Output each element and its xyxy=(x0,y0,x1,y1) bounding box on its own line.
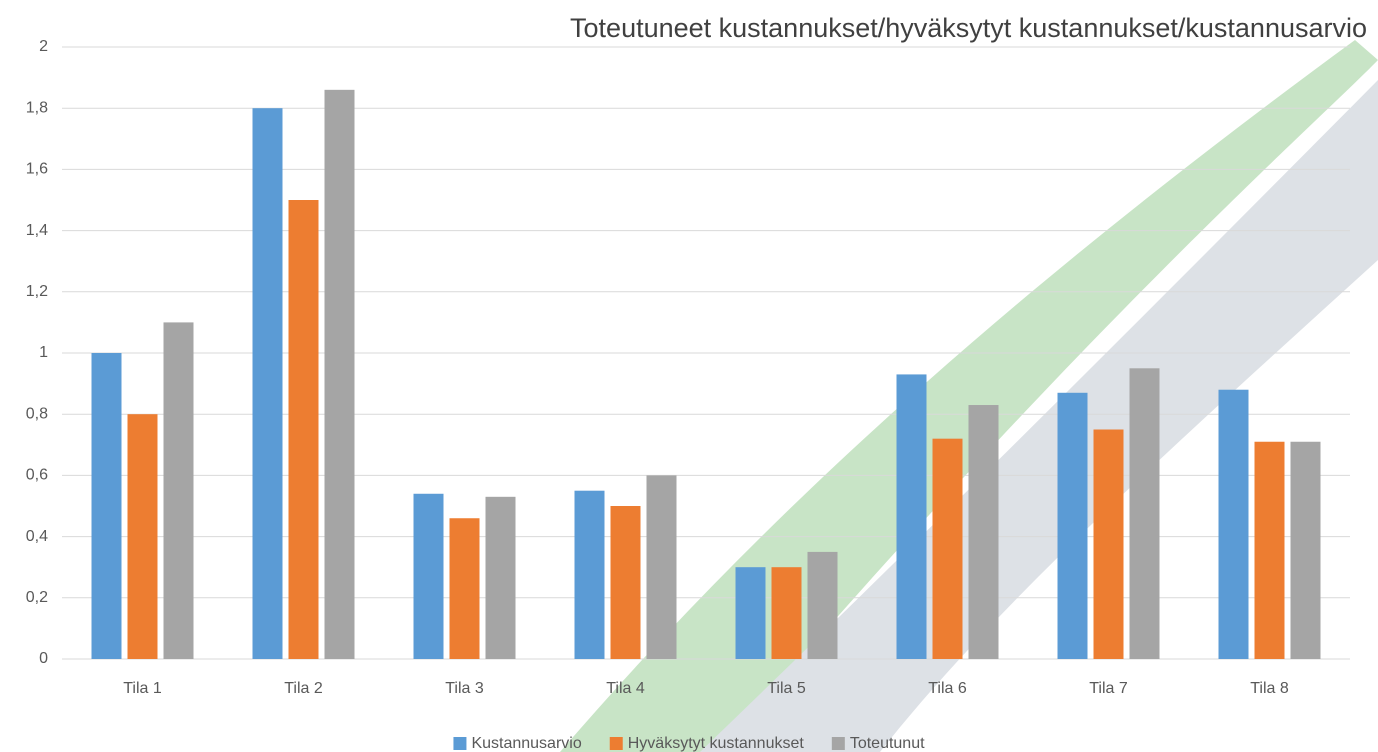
bar xyxy=(1093,429,1124,659)
y-tick-label: 0,2 xyxy=(26,589,48,606)
bar xyxy=(163,322,194,659)
bar xyxy=(932,438,963,659)
legend-item: Toteutunut xyxy=(831,735,925,752)
bar xyxy=(252,108,283,659)
x-tick-label: Tila 3 xyxy=(445,680,484,697)
bar xyxy=(1254,441,1285,659)
bar xyxy=(896,374,927,659)
x-tick-label: Tila 1 xyxy=(123,680,162,697)
y-tick-label: 1,6 xyxy=(26,161,48,178)
bar xyxy=(449,518,480,659)
bar xyxy=(610,506,641,659)
bar xyxy=(485,496,516,659)
legend-item: Kustannusarvio xyxy=(453,735,582,752)
legend-label: Kustannusarvio xyxy=(471,735,581,752)
x-tick-label: Tila 6 xyxy=(928,680,967,697)
y-tick-label: 0,6 xyxy=(26,467,48,484)
bar xyxy=(288,200,319,659)
legend-swatch xyxy=(453,737,467,750)
bar xyxy=(968,405,999,659)
bar xyxy=(91,353,122,659)
x-tick-label: Tila 5 xyxy=(767,680,806,697)
y-tick-label: 2 xyxy=(39,38,48,55)
legend-swatch xyxy=(831,737,845,750)
y-tick-label: 0 xyxy=(39,650,48,667)
bar xyxy=(807,551,838,659)
bar xyxy=(1129,368,1160,659)
bar xyxy=(1218,389,1249,659)
bar xyxy=(413,493,444,659)
legend: Kustannusarvio Hyväksytyt kustannukset Tot… xyxy=(453,735,925,752)
legend-label: Hyväksytyt kustannukset xyxy=(628,735,805,752)
bar xyxy=(646,475,677,659)
y-tick-label: 0,8 xyxy=(26,405,48,422)
bar xyxy=(324,89,355,660)
bar xyxy=(1290,441,1321,659)
bar xyxy=(771,567,802,659)
bar xyxy=(1057,392,1088,659)
x-tick-label: Tila 7 xyxy=(1089,680,1128,697)
bar xyxy=(574,490,605,659)
legend-label: Toteutunut xyxy=(850,735,925,752)
x-tick-label: Tila 4 xyxy=(606,680,645,697)
y-tick-label: 1,8 xyxy=(26,99,48,116)
y-tick-label: 1,2 xyxy=(26,283,48,300)
x-tick-label: Tila 8 xyxy=(1250,680,1289,697)
legend-swatch xyxy=(609,737,623,750)
chart-title: Toteutuneet kustannukset/hyväksytyt kust… xyxy=(570,13,1367,43)
bar xyxy=(127,414,158,659)
x-tick-label: Tila 2 xyxy=(284,680,323,697)
bar xyxy=(735,567,766,659)
y-tick-label: 1,4 xyxy=(26,222,48,239)
y-tick-label: 1 xyxy=(39,344,48,361)
legend-item: Hyväksytyt kustannukset xyxy=(609,735,805,752)
y-tick-label: 0,4 xyxy=(26,528,48,545)
